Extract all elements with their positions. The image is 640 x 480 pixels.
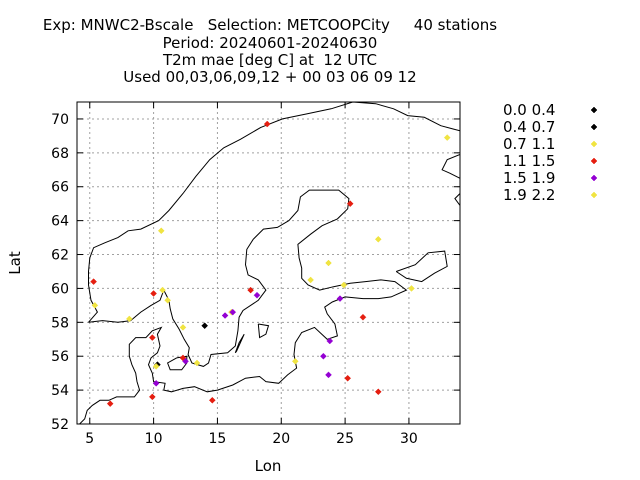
coastline [89,102,461,322]
legend: 0.0 0.40.4 0.70.7 1.11.1 1.51.5 1.91.9 2… [503,101,597,204]
station-point-series-3 [151,291,157,297]
y-tick-label: 68 [51,146,69,162]
coastline [455,194,460,206]
station-point-series-4 [254,292,260,298]
coastline [396,251,447,282]
y-tick-label: 64 [51,214,69,230]
legend-label: 0.4 0.7 [503,118,555,136]
coastline [77,190,406,424]
station-point-series-3 [375,389,381,395]
y-axis-ticks: 52 54 56 58 60 62 64 66 68 70 [51,112,460,433]
grid-lines [77,102,460,424]
station-point-series-2 [341,282,347,288]
x-tick-label: 25 [336,431,354,447]
y-axis-label: Lat [6,251,24,275]
x-axis-label: Lon [255,457,282,475]
station-point-series-2 [158,228,164,234]
station-point-series-2 [165,297,171,303]
y-tick-label: 56 [51,349,69,365]
station-point-series-2 [326,260,332,266]
station-point-series-0 [202,323,208,329]
legend-marker [591,158,597,164]
x-tick-label: 10 [145,431,163,447]
y-tick-label: 54 [51,383,69,399]
legend-marker [591,175,597,181]
station-point-series-4 [337,296,343,302]
legend-marker [591,107,597,113]
station-point-series-4 [326,372,332,378]
coastline [442,155,460,179]
station-point-series-2 [308,277,314,283]
y-tick-label: 60 [51,281,69,297]
station-point-series-3 [149,394,155,400]
coastlines [77,102,460,424]
x-tick-label: 20 [272,431,290,447]
coastline [258,324,268,338]
station-point-series-4 [222,313,228,319]
y-tick-label: 62 [51,248,69,264]
station-point-series-2 [408,285,414,291]
plot-frame [77,102,460,424]
legend-marker [591,141,597,147]
station-point-series-3 [209,397,215,403]
x-tick-label: 15 [209,431,227,447]
station-point-series-3 [345,375,351,381]
station-point-series-3 [360,314,366,320]
y-tick-label: 70 [51,112,69,128]
x-tick-label: 30 [400,431,418,447]
legend-label: 0.7 1.1 [503,135,555,153]
legend-label: 1.1 1.5 [503,152,555,170]
station-point-series-3 [107,401,113,407]
station-point-series-2 [375,236,381,242]
station-markers [91,121,451,407]
y-tick-label: 58 [51,315,69,331]
station-point-series-3 [149,335,155,341]
station-point-series-2 [180,324,186,330]
station-point-series-3 [91,279,97,285]
legend-marker [591,192,597,198]
y-tick-label: 66 [51,180,69,196]
y-tick-label: 52 [51,417,69,433]
x-tick-label: 5 [85,431,94,447]
legend-label: 1.9 2.2 [503,186,555,204]
legend-label: 1.5 1.9 [503,169,555,187]
station-point-series-4 [320,353,326,359]
station-point-series-2 [444,135,450,141]
legend-label: 0.0 0.4 [503,101,555,119]
legend-marker [591,124,597,130]
station-point-series-2 [292,358,298,364]
